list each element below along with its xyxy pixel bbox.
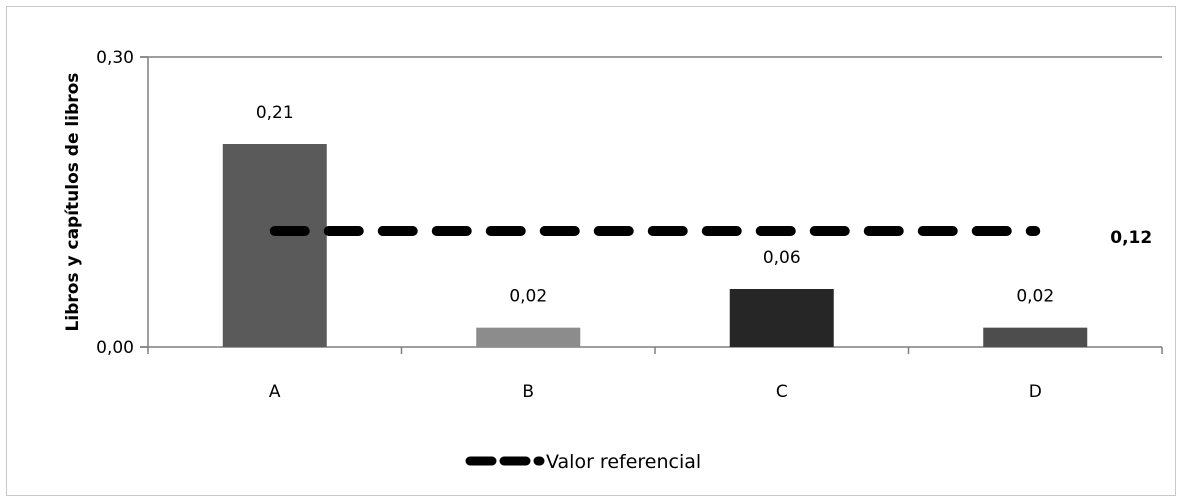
reference-line-label: 0,12 xyxy=(1110,228,1152,248)
reference-line-group: 0,12 xyxy=(269,226,1152,248)
y-tick-label: 0,00 xyxy=(96,338,134,358)
bar-c xyxy=(729,289,834,347)
data-label-a: 0,21 xyxy=(256,103,294,123)
y-axis-title: Libros y capítulos de libros xyxy=(63,73,83,332)
bars xyxy=(222,144,1088,347)
x-tick-label-b: B xyxy=(522,382,534,402)
data-labels: 0,21 0,02 0,06 0,02 xyxy=(256,103,1054,307)
chart-frame xyxy=(6,6,1176,496)
x-ticks: A B C D xyxy=(147,347,1163,402)
data-label-b: 0,02 xyxy=(509,287,547,307)
x-tick-label-a: A xyxy=(269,382,281,402)
bar-a xyxy=(222,144,327,347)
data-label-c: 0,06 xyxy=(763,248,801,268)
legend: Valor referencial xyxy=(465,451,701,473)
y-tick-label: 0,30 xyxy=(96,48,134,68)
bar-b xyxy=(476,327,581,347)
x-tick-label-c: C xyxy=(776,382,788,402)
data-label-d: 0,02 xyxy=(1016,287,1054,307)
x-tick-label-d: D xyxy=(1029,382,1042,402)
legend-label: Valor referencial xyxy=(546,451,701,473)
y-ticks: 0,00 0,30 xyxy=(96,48,148,358)
bar-d xyxy=(983,327,1088,347)
